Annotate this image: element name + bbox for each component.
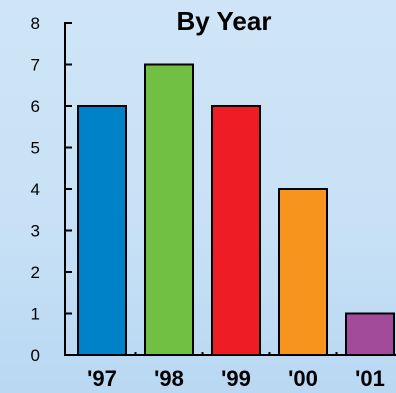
y-tick-label: 0	[31, 346, 40, 365]
y-tick-label: 5	[31, 139, 40, 158]
x-tick-label: '99	[221, 366, 251, 391]
chart-title: By Year	[177, 6, 272, 36]
y-tick-label: 4	[31, 180, 40, 199]
x-tick-label: '98	[154, 366, 184, 391]
y-tick-label: 6	[31, 97, 40, 116]
y-tick-label: 8	[31, 14, 40, 33]
x-tick-label: '97	[87, 366, 117, 391]
bar	[77, 105, 127, 356]
y-tick-label: 1	[31, 305, 40, 324]
x-tick-label: '01	[355, 366, 385, 391]
bar	[144, 63, 194, 356]
y-tick-label: 2	[31, 263, 40, 282]
plot-area: 0 1 2 3 4 5 6 7 8 '97 '98 '99 '00 '01	[31, 14, 396, 391]
bar	[345, 312, 395, 356]
bar	[211, 105, 261, 356]
y-tick-label: 7	[31, 56, 40, 75]
x-tick-label: '00	[288, 366, 318, 391]
y-tick-label: 3	[31, 222, 40, 241]
bar	[278, 188, 328, 356]
